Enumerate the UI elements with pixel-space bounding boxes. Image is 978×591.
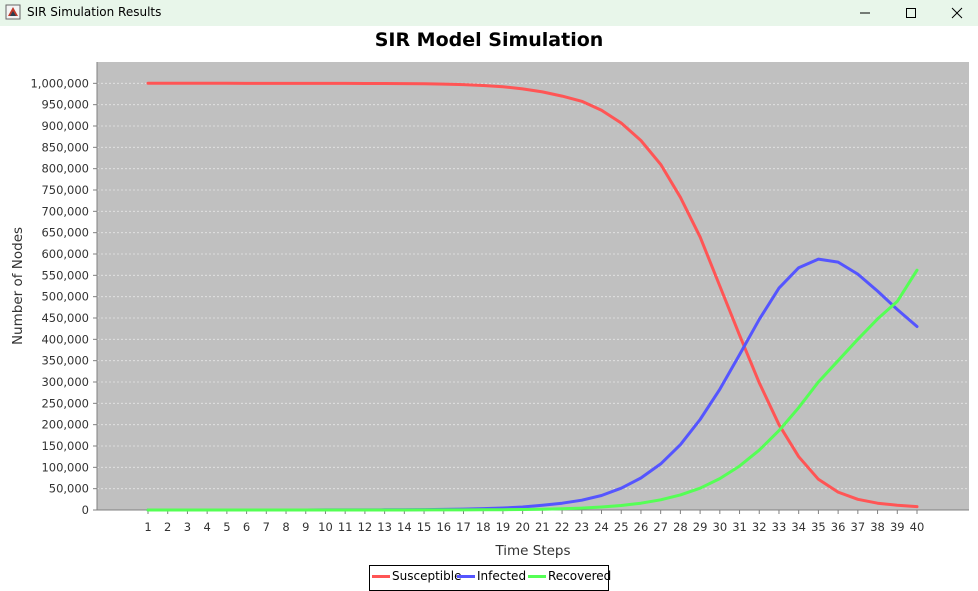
legend-label-infected: Infected	[477, 569, 527, 583]
maximize-button[interactable]	[888, 0, 934, 26]
x-tick-label: 1	[144, 520, 151, 534]
x-tick-label: 9	[302, 520, 309, 534]
chart-legend: Susceptible Infected Recovered	[369, 565, 611, 591]
y-tick-label: 600,000	[41, 247, 89, 261]
x-tick-label: 28	[673, 520, 688, 534]
x-tick-label: 29	[693, 520, 708, 534]
x-tick-label: 13	[377, 520, 392, 534]
legend-item-susceptible: Susceptible	[372, 569, 461, 583]
x-tick-label: 33	[772, 520, 787, 534]
y-tick-label: 0	[82, 503, 89, 517]
x-tick-label: 4	[203, 520, 210, 534]
y-tick-label: 700,000	[41, 204, 89, 218]
plot-area	[97, 62, 969, 510]
minimize-button[interactable]	[842, 0, 888, 26]
y-tick-label: 500,000	[41, 290, 89, 304]
x-tick-label: 22	[555, 520, 570, 534]
x-tick-label: 10	[318, 520, 333, 534]
y-tick-label: 200,000	[41, 418, 89, 432]
x-tick-label: 2	[164, 520, 171, 534]
x-tick-label: 20	[515, 520, 530, 534]
x-tick-label: 18	[476, 520, 491, 534]
minimize-icon	[860, 12, 870, 14]
x-tick-label: 6	[243, 520, 250, 534]
x-tick-label: 37	[851, 520, 866, 534]
y-tick-label: 150,000	[41, 439, 89, 453]
x-tick-label: 11	[338, 520, 353, 534]
x-tick-label: 34	[791, 520, 806, 534]
legend-item-infected: Infected	[457, 569, 526, 583]
y-tick-label: 50,000	[49, 482, 89, 496]
legend-swatch-infected	[457, 574, 475, 578]
x-tick-label: 7	[263, 520, 270, 534]
x-tick-label: 17	[456, 520, 471, 534]
x-tick-label: 5	[223, 520, 230, 534]
y-tick-label: 450,000	[41, 311, 89, 325]
x-tick-label: 12	[358, 520, 373, 534]
y-tick-label: 250,000	[41, 396, 89, 410]
x-tick-label: 38	[870, 520, 885, 534]
y-tick-label: 550,000	[41, 268, 89, 282]
series-line-susceptible	[146, 81, 919, 509]
y-tick-label: 400,000	[41, 332, 89, 346]
x-tick-label: 19	[496, 520, 511, 534]
y-tick-label: 650,000	[41, 226, 89, 240]
close-icon	[951, 7, 963, 19]
x-tick-label: 16	[436, 520, 451, 534]
y-tick-label: 850,000	[41, 140, 89, 154]
x-tick-label: 39	[890, 520, 905, 534]
legend-label-susceptible: Susceptible	[392, 569, 462, 583]
y-tick-label: 900,000	[41, 119, 89, 133]
x-tick-label: 15	[417, 520, 432, 534]
maximize-icon	[906, 8, 916, 18]
x-tick-label: 23	[574, 520, 589, 534]
x-axis-label: Time Steps	[494, 543, 570, 559]
legend-swatch-recovered	[528, 574, 546, 578]
x-tick-label: 8	[282, 520, 289, 534]
y-tick-label: 800,000	[41, 162, 89, 176]
legend-label-recovered: Recovered	[548, 569, 612, 583]
x-tick-label: 35	[811, 520, 826, 534]
y-axis-label: Number of Nodes	[10, 227, 26, 345]
x-tick-label: 40	[910, 520, 925, 534]
x-tick-label: 36	[831, 520, 846, 534]
java-app-icon	[5, 4, 21, 20]
x-tick-label: 26	[634, 520, 649, 534]
legend-swatch-susceptible	[372, 574, 390, 578]
y-tick-label: 950,000	[41, 98, 89, 112]
x-tick-label: 14	[397, 520, 412, 534]
y-tick-label: 1,000,000	[30, 76, 89, 90]
x-tick-label: 25	[614, 520, 629, 534]
series-line-recovered	[146, 268, 919, 512]
x-tick-label: 3	[184, 520, 191, 534]
x-tick-label: 31	[732, 520, 747, 534]
close-button[interactable]	[934, 0, 978, 26]
x-tick-label: 32	[752, 520, 767, 534]
x-tick-label: 24	[594, 520, 609, 534]
x-tick-label: 30	[713, 520, 728, 534]
y-tick-label: 750,000	[41, 183, 89, 197]
y-tick-label: 350,000	[41, 354, 89, 368]
x-tick-label: 21	[535, 520, 550, 534]
chart-title: SIR Model Simulation	[374, 29, 604, 51]
y-tick-label: 100,000	[41, 460, 89, 474]
window-title: SIR Simulation Results	[27, 5, 162, 19]
legend-item-recovered: Recovered	[528, 569, 611, 583]
y-tick-label: 300,000	[41, 375, 89, 389]
window-titlebar: SIR Simulation Results	[0, 0, 978, 26]
x-tick-label: 27	[653, 520, 668, 534]
